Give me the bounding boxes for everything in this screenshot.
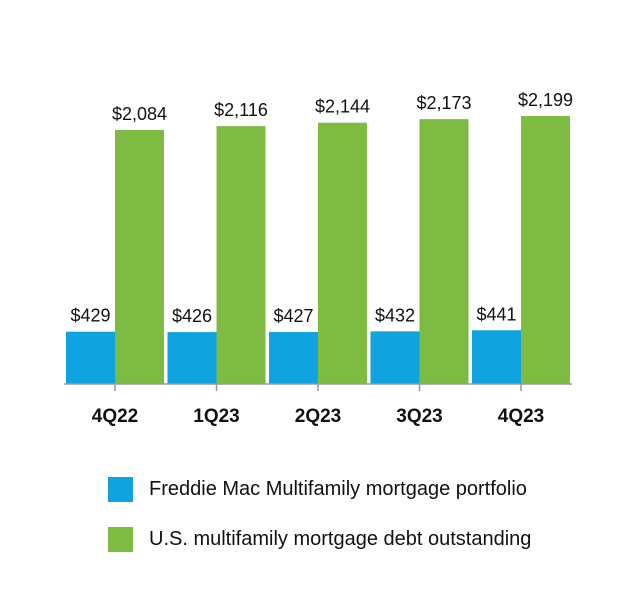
bar-portfolio-3q23 [370,331,420,384]
x-tick-label-2q23: 2Q23 [295,406,341,427]
legend-swatch-debt-outstanding [108,526,133,552]
bar-portfolio-4q22 [66,331,115,384]
x-tick-label-1q23: 1Q23 [193,406,239,427]
x-tick-label-4q23: 4Q23 [498,406,544,427]
bar-debt-outstanding-2q23 [318,122,367,384]
data-labels-layer: $429 $2,084 $426 $2,116 $427 $2,144 $432 $2,173… [70,90,573,326]
bar-debt-outstanding-4q22 [115,130,164,384]
data-label-portfolio-1q23: $426 [172,306,212,326]
bars-layer [66,116,570,385]
legend-swatch-portfolio [108,476,133,502]
legend-label-portfolio: Freddie Mac Multifamily mortgage portfol… [149,477,527,500]
data-label-debt-outstanding-1q23: $2,116 [214,100,268,120]
legend-label-debt-outstanding: U.S. multifamily mortgage debt outstandi… [149,527,532,550]
data-label-portfolio-3q23: $432 [375,305,415,325]
bar-portfolio-4q23 [472,330,521,384]
x-tick-label-3q23: 3Q23 [396,406,442,427]
legend: Freddie Mac Multifamily mortgage portfol… [108,476,531,576]
bar-portfolio-2q23 [269,331,318,384]
legend-item-debt-outstanding: U.S. multifamily mortgage debt outstandi… [108,526,531,552]
x-tick-label-4q22: 4Q22 [92,406,138,427]
data-label-portfolio-4q22: $429 [70,306,110,326]
x-axis-ticks: 4Q22 1Q23 2Q23 3Q23 4Q23 [92,384,544,427]
data-label-portfolio-2q23: $427 [273,306,313,326]
data-label-portfolio-4q23: $441 [476,304,516,324]
data-label-debt-outstanding-4q22: $2,084 [112,104,167,124]
bar-debt-outstanding-1q23 [216,126,266,384]
bar-debt-outstanding-4q23 [521,116,570,384]
bar-debt-outstanding-3q23 [419,119,469,385]
bar-chart: $429 $2,084 $426 $2,116 $427 $2,144 $432 $2,173… [64,90,573,427]
data-label-debt-outstanding-2q23: $2,144 [315,97,370,117]
legend-item-portfolio: Freddie Mac Multifamily mortgage portfol… [108,476,531,502]
bar-portfolio-1q23 [167,332,217,384]
data-label-debt-outstanding-4q23: $2,199 [518,90,573,110]
data-label-debt-outstanding-3q23: $2,173 [416,93,471,113]
